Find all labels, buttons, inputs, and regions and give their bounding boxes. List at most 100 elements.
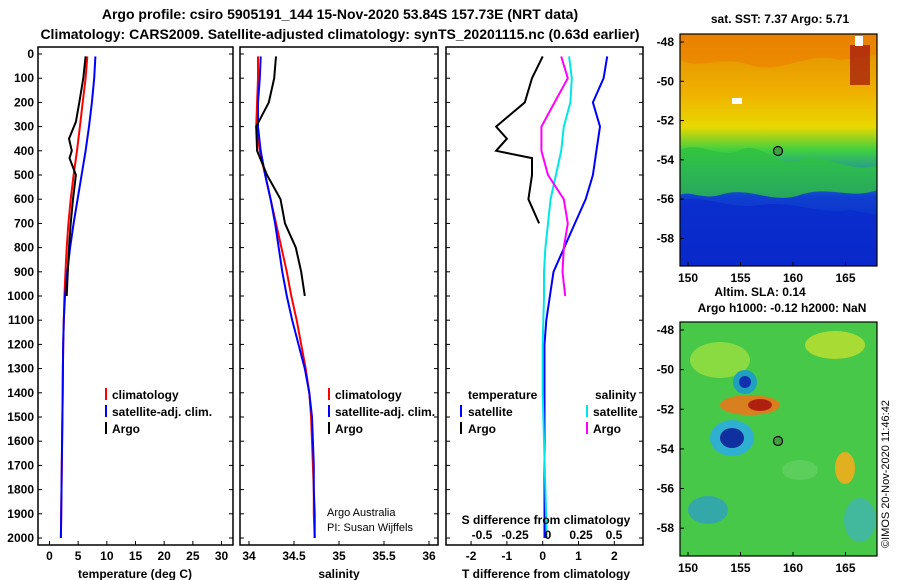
map-lon-label: 165 <box>835 561 855 575</box>
x-tick-label: 25 <box>186 549 200 563</box>
s-tick-label: -0.25 <box>501 528 529 542</box>
depth-tick-label: 1500 <box>7 410 34 424</box>
s-tick-label: 0.25 <box>569 528 593 542</box>
s-tick-label: 0 <box>545 528 552 542</box>
x-tick-label: 30 <box>215 549 229 563</box>
depth-tick-label: 600 <box>14 192 34 206</box>
depth-tick-label: 0 <box>27 47 34 61</box>
legend-climatology: climatology <box>335 388 402 402</box>
sst-hot-spot <box>850 45 870 85</box>
s-tick-label: 0.5 <box>606 528 623 542</box>
depth-tick-label: 1100 <box>8 313 34 327</box>
credit-argo-australia: Argo Australia <box>327 507 396 519</box>
series-line-salinity-argo <box>540 56 569 297</box>
x-tick-label: 15 <box>129 549 143 563</box>
map-lon-label: 150 <box>678 271 698 285</box>
sst-missing-data <box>732 98 742 104</box>
temperature-profiles <box>59 56 97 539</box>
legend-t-satellite: satellite <box>468 405 513 419</box>
x-tick-label: 35.5 <box>372 549 396 563</box>
map-lat-label: -50 <box>657 74 675 88</box>
legend-s-satellite: satellite <box>593 405 638 419</box>
x-tick-label: 36 <box>422 549 436 563</box>
series-line-salinity-satellite <box>541 56 573 539</box>
x-tick-label: 35 <box>332 549 346 563</box>
sst-missing-data <box>855 36 863 46</box>
x-tick-label: 2 <box>611 549 618 563</box>
map-lon-label: 165 <box>835 271 855 285</box>
sla-map-title2: Argo h1000: -0.12 h2000: NaN <box>698 301 867 315</box>
sla-map-title1: Altim. SLA: 0.14 <box>714 285 806 299</box>
series-line-argo <box>65 56 87 297</box>
legend-argo: Argo <box>335 422 363 436</box>
series-line-temperature-satellite <box>543 56 609 538</box>
series-line-argo <box>255 56 306 297</box>
credit-pi: PI: Susan Wijffels <box>327 522 413 534</box>
depth-tick-label: 700 <box>14 216 34 230</box>
map-lat-label: -50 <box>657 363 675 377</box>
legend-temperature-title: temperature <box>468 388 538 402</box>
series-line-temperature-argo <box>494 55 544 224</box>
s-tick-label: -0.5 <box>472 528 493 542</box>
legend-salinity-title: salinity <box>595 388 637 402</box>
difference-legend: temperature satellite Argo salinity sate… <box>460 388 638 527</box>
series-line-climatology <box>255 56 316 539</box>
map-lat-label: -54 <box>657 153 675 167</box>
temperature-axis-label: temperature (deg C) <box>78 567 192 580</box>
t-difference-axis-label: T difference from climatology <box>462 567 630 580</box>
map-lat-label: -56 <box>657 482 675 496</box>
map-lat-label: -48 <box>657 35 675 49</box>
x-tick-label: 10 <box>100 549 114 563</box>
x-tick-label: 34 <box>242 549 256 563</box>
s-difference-axis: -0.5 -0.25 0 0.25 0.5 <box>472 528 623 542</box>
salinity-profiles <box>255 56 316 539</box>
chart-title-line2: Climatology: CARS2009. Satellite-adjuste… <box>40 26 640 42</box>
map-lon-label: 155 <box>730 561 750 575</box>
depth-tick-label: 500 <box>14 168 34 182</box>
depth-tick-label: 1000 <box>7 289 34 303</box>
depth-tick-label: 900 <box>14 265 34 279</box>
sst-map: sat. SST: 7.37 Argo: 5.71 -48 -50 -52 -54 -5… <box>657 12 878 285</box>
chart-title-line1: Argo profile: csiro 5905191_144 15-Nov-2… <box>101 6 579 22</box>
map-lat-label: -54 <box>657 442 675 456</box>
depth-tick-label: 300 <box>14 120 34 134</box>
sst-map-title: sat. SST: 7.37 Argo: 5.71 <box>711 12 850 26</box>
x-tick-label: 0 <box>46 549 53 563</box>
sst-front <box>680 147 877 198</box>
map-lon-label: 160 <box>783 561 803 575</box>
x-tick-label: 0 <box>539 549 546 563</box>
depth-axis: 0 100 200 300 400 500 600 700 800 900 1000 1100 1200… <box>7 47 643 545</box>
legend-satellite-adj: satellite-adj. clim. <box>112 405 212 419</box>
x-tick-label: 5 <box>75 549 82 563</box>
argo-location-marker <box>772 435 784 447</box>
x-axes: 0 5 10 15 20 25 30 34 34.5 35 35.5 36 -2 -1 0 1 2 <box>46 541 618 563</box>
depth-tick-label: 1300 <box>7 362 34 376</box>
depth-tick-label: 1600 <box>7 434 34 448</box>
salinity-axis-label: salinity <box>318 567 360 580</box>
x-tick-label: 34.5 <box>282 549 306 563</box>
depth-tick-label: 400 <box>14 144 34 158</box>
legend-s-argo: Argo <box>593 422 621 436</box>
x-tick-label: -2 <box>466 549 477 563</box>
legend-argo: Argo <box>112 422 140 436</box>
temperature-legend: climatology satellite-adj. clim. Argo <box>105 388 212 436</box>
map-lat-label: -56 <box>657 192 675 206</box>
map-lon-label: 160 <box>783 271 803 285</box>
depth-tick-label: 1200 <box>7 337 34 351</box>
salinity-panel-frame <box>239 46 439 546</box>
legend-satellite-adj: satellite-adj. clim. <box>335 405 435 419</box>
x-tick-label: -1 <box>502 549 513 563</box>
sst-cold-water <box>680 198 877 266</box>
depth-tick-label: 1400 <box>7 386 34 400</box>
depth-tick-label: 800 <box>14 241 34 255</box>
argo-location-marker <box>772 145 784 157</box>
depth-tick-label: 2000 <box>7 531 34 545</box>
series-line-satellite-adj-clim- <box>59 56 97 539</box>
map-lat-label: -58 <box>657 521 675 535</box>
difference-profiles <box>494 55 609 539</box>
legend-t-argo: Argo <box>468 422 496 436</box>
depth-tick-label: 100 <box>14 71 34 85</box>
map-lat-label: -52 <box>657 114 675 128</box>
map-lat-label: -52 <box>657 402 675 416</box>
